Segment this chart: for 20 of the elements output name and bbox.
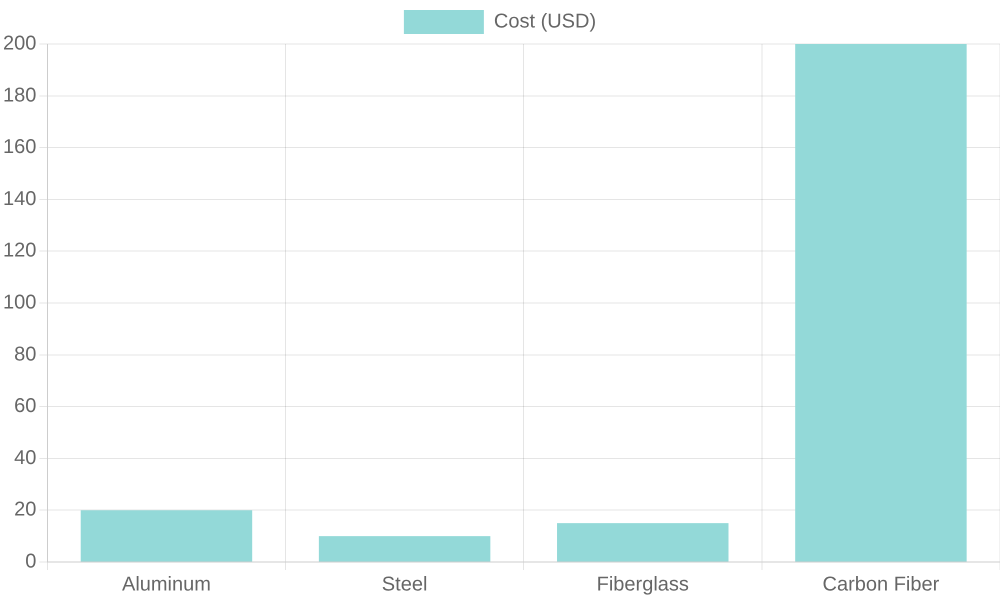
y-tick-label: 120 [2, 240, 36, 262]
legend-label: Cost (USD) [494, 10, 596, 33]
bar [80, 510, 252, 562]
bar [318, 536, 490, 562]
y-tick-label: 20 [14, 498, 36, 521]
x-tick-label: Steel [382, 574, 428, 596]
y-tick-label: 0 [25, 550, 36, 573]
y-tick-label: 80 [14, 343, 36, 366]
y-tick-label: 180 [2, 84, 36, 106]
x-tick-label: Carbon Fiber [822, 574, 940, 596]
bar [795, 44, 967, 562]
y-tick-label: 40 [14, 446, 36, 469]
bar [557, 523, 728, 562]
x-tick-label: Fiberglass [596, 574, 689, 596]
y-tick-label: 100 [2, 292, 36, 314]
y-tick-label: 160 [2, 136, 36, 158]
y-tick-label: 60 [14, 395, 36, 418]
y-tick-label: 140 [2, 188, 36, 210]
y-tick-label: 200 [2, 32, 36, 55]
x-tick-label: Aluminum [122, 574, 211, 596]
